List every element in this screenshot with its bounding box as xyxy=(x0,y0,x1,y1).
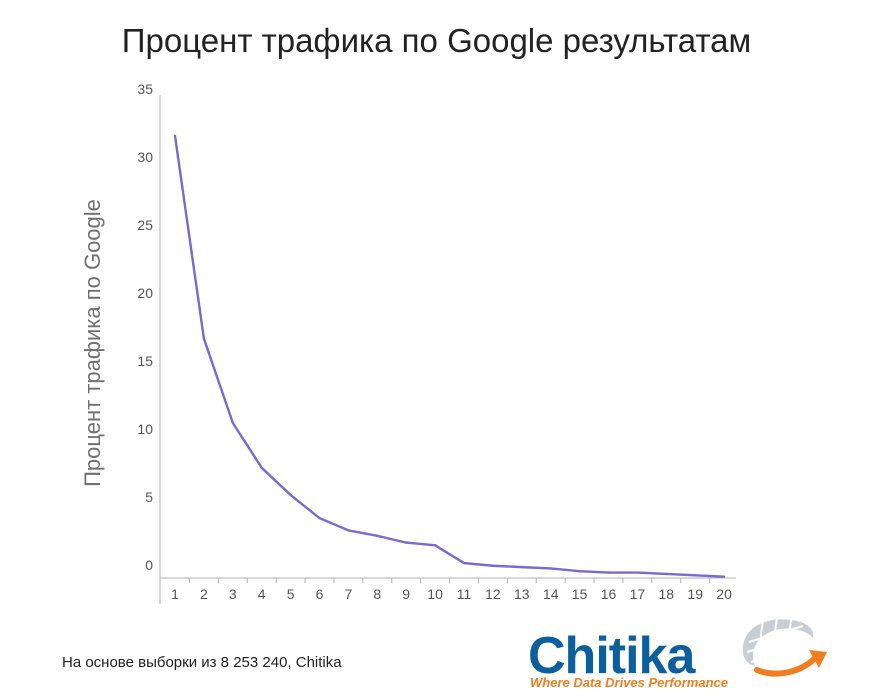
logo-wordmark: Chitika xyxy=(528,627,695,685)
data-point xyxy=(578,569,581,573)
data-point xyxy=(694,574,697,577)
x-tick-label: 12 xyxy=(485,586,501,602)
y-tick-label: 25 xyxy=(137,217,153,233)
x-tick-label: 14 xyxy=(543,586,559,602)
y-axis-label: Процент трафика по Google xyxy=(80,199,105,487)
data-point xyxy=(636,571,639,574)
series-line xyxy=(173,135,725,578)
data-point xyxy=(462,561,466,565)
x-tick-label: 19 xyxy=(687,586,703,602)
chitika-logo: Chitika Where Data Drives Performance xyxy=(528,612,838,696)
x-tick-label: 7 xyxy=(345,586,353,602)
x-axis-tickmarks xyxy=(188,578,711,583)
x-tick-label: 8 xyxy=(373,586,381,602)
x-tick-label: 13 xyxy=(514,586,530,602)
x-tick-label: 2 xyxy=(200,586,208,602)
data-point xyxy=(260,466,263,469)
data-point xyxy=(491,564,495,567)
y-tick-label: 20 xyxy=(137,285,153,301)
x-tick-label: 4 xyxy=(258,586,266,602)
data-point xyxy=(433,544,437,547)
chart-title: Процент трафика по Google результатам xyxy=(121,22,752,59)
data-point xyxy=(318,516,321,520)
data-point xyxy=(376,534,379,538)
data-point xyxy=(520,565,523,569)
logo-tagline: Where Data Drives Performance xyxy=(530,675,728,690)
x-tick-label: 15 xyxy=(572,586,588,602)
x-tick-label: 16 xyxy=(601,586,617,602)
data-point xyxy=(405,541,408,544)
y-tick-label: 0 xyxy=(145,557,153,573)
x-axis-ticks: 1 2 3 4 5 6 7 8 9 10 11 12 13 14 15 16 17 18 19 20 xyxy=(171,586,732,602)
data-point xyxy=(231,421,234,425)
y-tick-label: 5 xyxy=(145,489,153,505)
data-point xyxy=(173,134,177,138)
x-tick-label: 1 xyxy=(171,586,179,602)
y-tick-label: 35 xyxy=(137,81,153,97)
x-tick-label: 9 xyxy=(402,586,410,602)
data-point xyxy=(549,567,552,570)
data-point xyxy=(665,572,668,576)
data-point xyxy=(607,571,610,574)
x-tick-label: 18 xyxy=(659,586,675,602)
y-tick-label: 15 xyxy=(137,353,153,369)
y-tick-label: 30 xyxy=(137,149,153,165)
y-axis-ticks: 0 5 10 15 20 25 30 35 xyxy=(137,81,153,573)
data-point xyxy=(722,575,726,578)
x-tick-label: 6 xyxy=(316,586,324,602)
data-point xyxy=(347,529,350,532)
x-tick-label: 10 xyxy=(427,586,443,602)
globe-swoosh-icon xyxy=(742,617,827,677)
x-tick-label: 11 xyxy=(457,586,472,602)
data-point xyxy=(202,337,206,340)
y-tick-label: 10 xyxy=(137,421,153,437)
x-tick-label: 17 xyxy=(630,586,646,602)
x-tick-label: 20 xyxy=(716,586,732,602)
x-tick-label: 5 xyxy=(287,586,295,602)
source-note: На основе выборки из 8 253 240, Chitika xyxy=(62,654,342,671)
x-tick-label: 3 xyxy=(229,586,237,602)
data-points xyxy=(173,134,726,578)
data-point xyxy=(289,493,292,497)
